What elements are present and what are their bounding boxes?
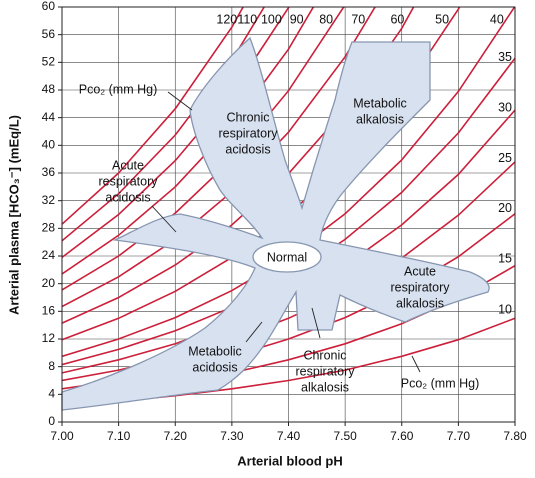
x-tick-label: 7.70 bbox=[447, 429, 471, 443]
y-tick-label: 8 bbox=[48, 359, 55, 373]
isopleth-label: 10 bbox=[498, 303, 512, 317]
region-label: Metabolic bbox=[188, 344, 242, 358]
isopleth-label: 80 bbox=[319, 12, 333, 26]
y-tick-label: 16 bbox=[42, 304, 56, 318]
region-label: alkalosis bbox=[396, 296, 444, 310]
isopleth-label: 35 bbox=[498, 50, 512, 64]
annotation: Pco₂ (mm Hg) bbox=[79, 82, 157, 96]
regions bbox=[61, 36, 490, 411]
y-axis-title: Arterial plasma [HCO₃⁻] (mEq/L) bbox=[6, 115, 21, 315]
region-label: Metabolic bbox=[353, 96, 407, 110]
leader-line bbox=[411, 355, 421, 373]
region-label: respiratory bbox=[390, 280, 450, 294]
y-tick-label: 40 bbox=[42, 138, 56, 152]
region-label: respiratory bbox=[98, 174, 158, 188]
y-tick-label: 44 bbox=[42, 110, 56, 124]
isopleth-label: 50 bbox=[435, 12, 449, 26]
y-tick-label: 0 bbox=[48, 414, 55, 428]
y-tick-label: 4 bbox=[48, 387, 55, 401]
isopleth-label: 120 bbox=[216, 12, 237, 26]
annotation: Pco₂ (mm Hg) bbox=[401, 376, 479, 390]
isopleth-label: 30 bbox=[498, 100, 512, 114]
isopleth-label: 70 bbox=[351, 12, 365, 26]
isopleth-line bbox=[62, 7, 245, 225]
x-tick-label: 7.60 bbox=[390, 429, 414, 443]
y-tick-label: 56 bbox=[42, 27, 56, 41]
leader-line bbox=[245, 321, 263, 343]
x-tick-label: 7.50 bbox=[333, 429, 357, 443]
x-tick-label: 7.30 bbox=[220, 429, 244, 443]
acid-base-region bbox=[61, 36, 490, 411]
leader-line bbox=[167, 91, 193, 111]
region-label: Chronic bbox=[226, 110, 269, 124]
region-label: Normal bbox=[267, 250, 307, 264]
x-tick-label: 7.80 bbox=[503, 429, 527, 443]
y-tick-label: 28 bbox=[42, 221, 56, 235]
x-axis-title: Arterial blood pH bbox=[237, 453, 342, 468]
x-tick-label: 7.10 bbox=[107, 429, 131, 443]
region-label: acidosis bbox=[225, 142, 270, 156]
isopleth-label: 40 bbox=[490, 12, 504, 26]
y-tick-label: 60 bbox=[42, 0, 56, 13]
isopleth-line bbox=[62, 7, 345, 291]
normal-region bbox=[252, 241, 322, 273]
leader-line bbox=[151, 205, 177, 233]
isopleth-label: 90 bbox=[290, 12, 304, 26]
region-label: Chronic bbox=[303, 348, 346, 362]
isopleth-label: 110 bbox=[237, 12, 257, 26]
y-tick-label: 52 bbox=[42, 55, 56, 69]
isopleth-label: 25 bbox=[498, 151, 512, 165]
isopleth-label: 20 bbox=[498, 201, 512, 215]
region-label: alkalosis bbox=[301, 380, 349, 394]
leaders bbox=[151, 91, 421, 373]
y-tick-label: 20 bbox=[42, 276, 56, 290]
region-label: respiratory bbox=[295, 364, 355, 378]
isopleth-label: 15 bbox=[498, 252, 512, 266]
y-tick-label: 12 bbox=[42, 331, 56, 345]
isopleth-line bbox=[62, 7, 266, 242]
y-tick-label: 36 bbox=[42, 165, 56, 179]
x-tick-label: 7.00 bbox=[50, 429, 74, 443]
isopleth-label: 60 bbox=[390, 12, 404, 26]
region-label: alkalosis bbox=[356, 112, 404, 126]
y-tick-label: 32 bbox=[42, 193, 56, 207]
region-label: acidosis bbox=[192, 360, 237, 374]
annotations: Pco₂ (mm Hg) Pco₂ (mm Hg) Normal Chronic… bbox=[79, 82, 479, 394]
x-tick-label: 7.40 bbox=[277, 429, 301, 443]
region-label: Acute bbox=[112, 158, 144, 172]
isopleth-label: 100 bbox=[261, 12, 282, 26]
x-tick-label: 7.20 bbox=[164, 429, 188, 443]
region-label: Acute bbox=[404, 264, 436, 278]
region-label: respiratory bbox=[218, 126, 278, 140]
y-tick-label: 48 bbox=[42, 82, 56, 96]
region-label: acidosis bbox=[105, 190, 150, 204]
y-tick-label: 24 bbox=[42, 248, 56, 262]
leader-line bbox=[311, 307, 321, 339]
